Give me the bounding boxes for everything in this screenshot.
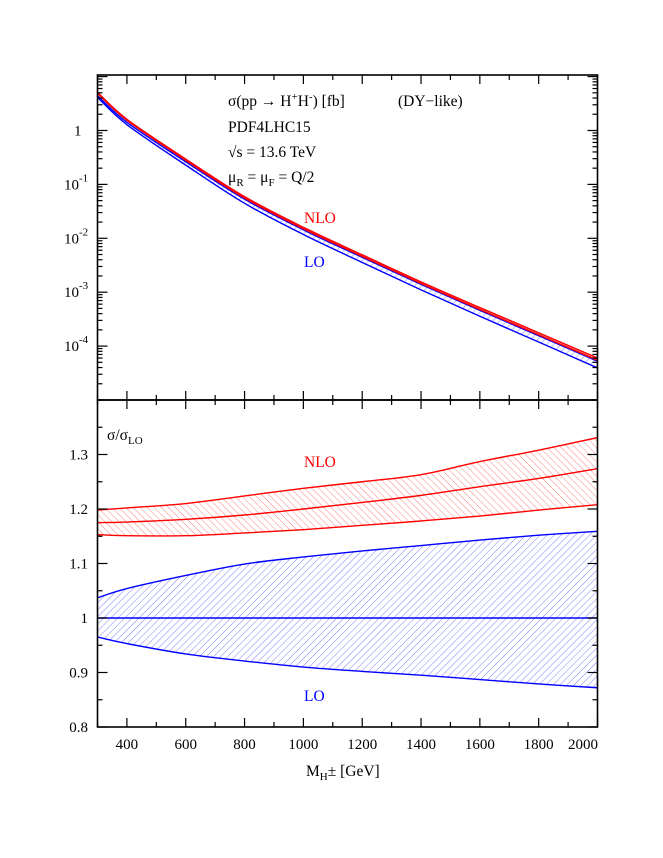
x-tick-label: 1000 (288, 737, 318, 753)
tick-exponent: -3 (79, 280, 89, 292)
lo-xsec-band (97, 95, 598, 368)
x-tick-label: 1800 (524, 737, 554, 753)
nlo-ratio-lower-line (97, 503, 598, 537)
top-y-tick-label: 10-3 (64, 280, 89, 301)
axis-ticks (96, 75, 599, 728)
bottom-y-tick-label: 1 (81, 611, 89, 627)
pdf-label: PDF4LHC15 (228, 119, 311, 136)
bottom-y-tick-label: 0.9 (69, 666, 88, 682)
nlo-xsec-lower-line (97, 92, 598, 361)
x-tick-labels: 400 600 800 1000 1200 1400 1600 1800 2000 (116, 737, 598, 753)
lo-ratio-band (97, 531, 598, 688)
lo-xsec-upper-line (97, 95, 598, 362)
top-panel-frame (96, 74, 599, 401)
top-y-tick-labels: 110-110-210-310-4 (64, 123, 89, 355)
nlo-xsec-upper-line (97, 91, 598, 359)
tick-base: 10 (64, 231, 79, 247)
bottom-panel-frame (96, 399, 599, 728)
x-tick-label: 2000 (568, 737, 598, 753)
nlo-ratio-upper-line (97, 436, 598, 511)
bottom-panel-marks (97, 436, 598, 689)
top-y-tick-label: 10-4 (64, 334, 89, 355)
nlo-ratio-central-line (97, 467, 598, 524)
tick-exponent: -2 (79, 226, 88, 238)
dy-like-label: (DY−like) (398, 93, 463, 110)
top-y-tick-label: 10-1 (64, 172, 88, 193)
tick-base: 10 (64, 339, 79, 355)
bottom-lo-label: LO (304, 688, 325, 705)
x-tick-label: 1400 (406, 737, 436, 753)
nlo-ratio-band (97, 437, 598, 536)
top-lo-label: LO (304, 254, 325, 271)
top-nlo-label: NLO (304, 210, 336, 227)
lo-xsec-lower-line (97, 96, 598, 369)
tick-exponent: -4 (79, 334, 89, 346)
energy-label: √s = 13.6 TeV (228, 144, 317, 161)
top-y-tick-label: 10-2 (64, 226, 88, 247)
bottom-nlo-label: NLO (304, 454, 336, 471)
top-y-tick-label: 1 (74, 123, 82, 139)
x-axis-title: MH± [GeV] (306, 763, 380, 783)
nlo-xsec-band (97, 92, 598, 361)
lo-ratio-lower-line (97, 636, 598, 689)
x-tick-label: 400 (116, 737, 139, 753)
x-tick-label: 800 (233, 737, 256, 753)
lo-ratio-upper-line (97, 530, 598, 599)
x-tick-label: 1600 (465, 737, 495, 753)
bottom-y-tick-label: 1.1 (69, 557, 88, 573)
bottom-y-tick-label: 1.2 (69, 502, 88, 518)
tick-base: 1 (74, 123, 82, 139)
bottom-y-tick-labels: 0.8 0.9 1 1.1 1.2 1.3 (69, 448, 88, 737)
scale-label: μR = μF = Q/2 (228, 169, 314, 189)
tick-base: 10 (64, 177, 79, 193)
ratio-label: σ/σLO (107, 427, 143, 447)
process-label: σ(pp → H+H-) [fb] (228, 91, 345, 110)
tick-base: 10 (64, 285, 79, 301)
tick-exponent: -1 (79, 172, 88, 184)
top-panel-marks (97, 91, 598, 369)
x-tick-label: 1200 (347, 737, 377, 753)
x-tick-label: 600 (174, 737, 197, 753)
bottom-y-tick-label: 1.3 (69, 448, 88, 464)
bottom-y-tick-label: 0.8 (69, 720, 88, 736)
